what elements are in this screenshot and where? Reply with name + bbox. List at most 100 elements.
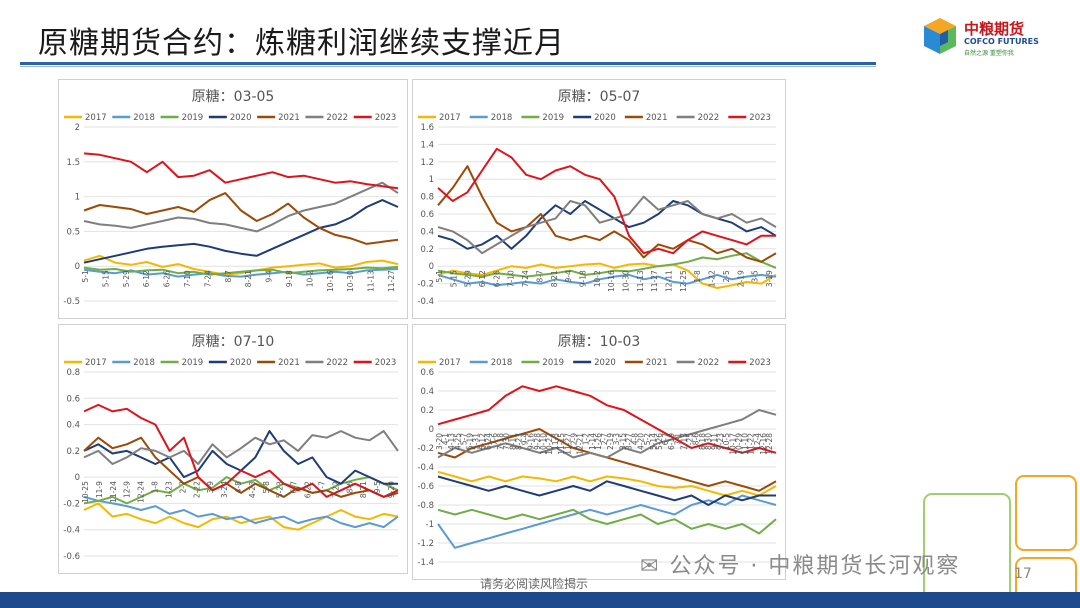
x-tick-label: 9-23: [716, 433, 725, 450]
series-line-2017: [83, 502, 399, 531]
watermark-text: 公众号 · 中粮期货长河观察: [669, 554, 961, 579]
x-tick-label: 11-27: [563, 433, 572, 455]
x-tick-label: 2-19: [606, 433, 615, 450]
y-tick-label: 1.2: [420, 158, 434, 168]
x-tick-label: 12-21: [576, 433, 585, 455]
x-tick-label: 10-17: [728, 433, 737, 455]
x-tick-label: 9-18: [285, 270, 294, 287]
series-line-2017: [437, 470, 777, 497]
x-tick-label: 2-7: [600, 433, 609, 445]
y-tick-label: 0.6: [420, 368, 434, 378]
y-tick-label: 0.4: [420, 387, 434, 397]
watermark: ✉ 公众号 · 中粮期货长河观察: [640, 548, 960, 580]
x-tick-label: 9-4: [521, 433, 530, 445]
chart-10-03: 原糖：10-03 2017 2018 2019 2020 2021 2022 2023 0.6 0…: [412, 324, 786, 580]
y-tick-label: -1: [426, 520, 434, 530]
x-tick-label: 5-23: [276, 481, 285, 498]
y-tick-label: -1.2: [417, 539, 434, 549]
x-tick-label: 2-19: [736, 270, 745, 287]
x-tick-label: 7-10: [183, 270, 192, 287]
series-line-2022: [437, 409, 777, 459]
decorative-squares: [923, 475, 1077, 605]
x-tick-label: 12-28: [765, 433, 774, 455]
y-tick-label: 1: [75, 193, 80, 203]
x-tick-label: 2-22: [192, 481, 201, 498]
x-tick-label: 6-12: [142, 270, 151, 287]
x-tick-label: 10-5: [722, 433, 731, 450]
series-line-2019: [83, 265, 399, 276]
x-tick-label: 11-15: [557, 433, 566, 455]
x-tick-label: 5-8: [262, 481, 271, 493]
series-line-2023: [83, 152, 399, 190]
legend-label-2021: 2021: [646, 113, 668, 123]
series-line-2019: [437, 508, 777, 535]
x-tick-label: 10-30: [622, 270, 631, 292]
series-line-2022: [437, 195, 777, 255]
x-tick-label: 12-4: [753, 433, 762, 450]
x-tick-label: 10-30: [346, 270, 355, 292]
chart-title: 原糖：03-05: [192, 89, 275, 105]
legend-label-2022: 2022: [698, 358, 720, 368]
series-line-2017: [83, 254, 399, 276]
series-line-2023: [437, 385, 777, 454]
legend-label-2023: 2023: [749, 358, 771, 368]
x-tick-label: 9-18: [578, 270, 587, 287]
x-tick-label: 9-11: [710, 433, 719, 450]
y-tick-label: 0.8: [66, 368, 80, 378]
chart-07-10: 原糖：07-10 2017 2018 2019 2020 2021 2022 2023 0.8 0…: [58, 324, 408, 574]
y-tick-label: 1: [429, 175, 434, 185]
logo-name: 中粮期货: [964, 20, 1025, 38]
x-tick-label: 5-2: [643, 433, 652, 445]
y-tick-label: -0.2: [417, 444, 434, 454]
title-underline-thin: [20, 66, 876, 67]
y-tick-label: 0: [75, 473, 80, 483]
x-tick-label: 6-7: [290, 481, 299, 493]
legend-label-2022: 2022: [326, 358, 348, 368]
x-tick-label: 8-7: [224, 270, 233, 282]
x-tick-label: 12-25: [679, 270, 688, 292]
risk-disclaimer: 请务必阅读风险揭示: [480, 577, 589, 591]
series-line-2022: [83, 181, 399, 233]
x-tick-label: 6-12: [478, 433, 487, 450]
x-tick-label: 7-18: [496, 433, 505, 450]
series-line-2021: [437, 165, 777, 263]
x-tick-label: 8-18: [698, 433, 707, 450]
x-tick-label: 5-7: [459, 433, 468, 445]
y-tick-label: -0.2: [63, 499, 80, 509]
x-tick-label: 1-8: [151, 481, 160, 493]
y-tick-label: -0.6: [63, 552, 80, 562]
x-tick-label: 7-22: [331, 481, 340, 498]
x-tick-label: 8-23: [514, 433, 523, 450]
legend-label-2019: 2019: [542, 358, 564, 368]
y-tick-label: 0.4: [420, 227, 434, 237]
y-tick-label: 1.5: [66, 158, 80, 168]
x-tick-label: 4-25: [453, 433, 462, 450]
x-tick-label: 5-15: [449, 270, 458, 287]
page-number: 17: [1014, 566, 1032, 582]
x-tick-label: 12-9: [569, 433, 578, 450]
series-line-2023: [437, 147, 776, 255]
x-tick-label: 9-5: [373, 481, 382, 493]
x-tick-label: 3-24: [220, 481, 229, 498]
series-line-2021: [83, 192, 399, 245]
x-tick-label: 5-15: [101, 270, 110, 287]
y-tick-label: 0.6: [66, 394, 80, 404]
x-tick-label: 10-2: [593, 270, 602, 287]
x-tick-label: 11-13: [367, 270, 376, 292]
y-tick-label: -0.2: [417, 280, 434, 290]
legend-label-2023: 2023: [375, 358, 397, 368]
x-tick-label: 9-28: [533, 433, 542, 450]
series-line-2020: [437, 475, 776, 506]
y-tick-label: 1.4: [420, 140, 434, 150]
x-tick-label: 8-21: [359, 481, 368, 498]
x-tick-label: 6-7: [661, 433, 670, 445]
x-tick-label: 6-24: [484, 433, 493, 450]
x-tick-label: 1-23: [164, 481, 173, 498]
x-tick-label: 9-20: [387, 481, 396, 498]
legend-label-2023: 2023: [749, 113, 771, 123]
series-line-2021: [83, 436, 399, 498]
legend-label-2020: 2020: [594, 358, 616, 368]
x-tick-label: 5-29: [464, 270, 473, 287]
legend-label-2022: 2022: [698, 113, 720, 123]
x-tick-label: 5-26: [655, 433, 664, 450]
